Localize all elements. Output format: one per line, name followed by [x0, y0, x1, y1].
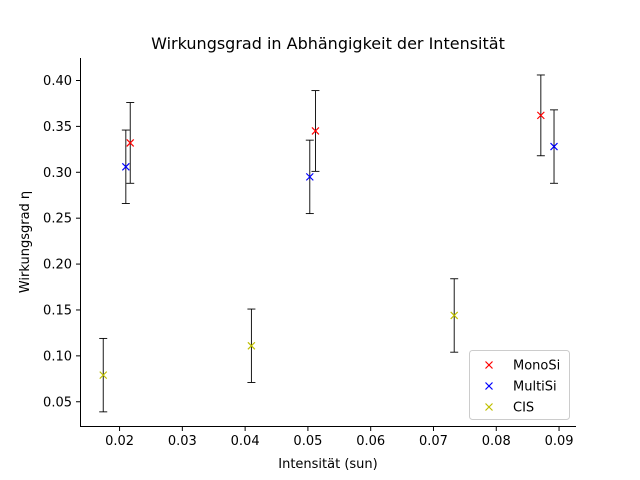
point-cis-1 — [247, 341, 256, 350]
legend-marker-monosi-stroke-b — [485, 361, 493, 369]
point-multisi-2-stroke-b — [550, 142, 558, 151]
point-multisi-2 — [550, 142, 558, 151]
legend-marker-monosi — [485, 361, 493, 369]
x-tick-label: 0.06 — [356, 434, 385, 449]
y-tick-label: 0.25 — [43, 212, 72, 227]
point-monosi-2-stroke-b — [536, 111, 545, 120]
point-monosi-0 — [126, 138, 135, 147]
x-tick-label: 0.08 — [482, 434, 511, 449]
y-tick-label: 0.10 — [43, 349, 72, 364]
point-cis-0 — [99, 371, 108, 380]
x-tick-label: 0.09 — [545, 434, 574, 449]
x-axis-title: Intensität (sun) — [278, 457, 377, 472]
x-tick-layer: 0.02 0.03 0.04 0.05 0.06 0.07 0.08 0.09 — [105, 427, 574, 449]
y-tick-label: 0.40 — [43, 74, 72, 89]
chart-title: Wirkungsgrad in Abhängigkeit der Intensi… — [151, 34, 505, 53]
point-monosi-1 — [311, 127, 320, 135]
legend-marker-multisi-stroke-b — [485, 382, 493, 390]
point-multisi-0-stroke-b — [121, 162, 130, 171]
legend-label-monosi: MonoSi — [513, 359, 560, 374]
legend-label-cis: CIS — [513, 401, 534, 416]
x-tick-label: 0.02 — [105, 434, 134, 449]
y-tick-label: 0.30 — [43, 166, 72, 181]
point-multisi-1 — [305, 172, 314, 181]
y-tick-label: 0.15 — [43, 303, 72, 318]
legend-marker-cis-stroke-b — [485, 403, 493, 411]
y-tick-label: 0.20 — [43, 258, 72, 273]
y-tick-layer: 0.05 0.10 0.15 0.20 0.25 0.30 0.35 0.40 — [43, 74, 80, 410]
point-cis-1-stroke-b — [247, 341, 256, 350]
point-multisi-1-stroke-b — [305, 172, 314, 181]
legend-frame — [469, 350, 570, 420]
point-monosi-1-stroke-b — [311, 127, 320, 135]
x-tick-label: 0.05 — [293, 434, 322, 449]
point-multisi-0 — [121, 162, 130, 171]
legend-marker-cis — [485, 403, 493, 411]
legend-marker-multisi — [485, 382, 493, 390]
legend: MonoSi MultiSi CIS — [469, 350, 570, 420]
point-cis-2 — [450, 311, 459, 320]
x-tick-label: 0.04 — [231, 434, 260, 449]
y-tick-label: 0.05 — [43, 395, 72, 410]
point-monosi-2 — [536, 111, 545, 120]
point-monosi-0-stroke-b — [126, 138, 135, 147]
x-tick-label: 0.07 — [419, 434, 448, 449]
y-axis-title: Wirkungsgrad η — [18, 191, 33, 293]
x-tick-label: 0.03 — [168, 434, 197, 449]
point-cis-2-stroke-b — [450, 311, 459, 320]
marker-layer — [99, 111, 558, 380]
legend-label-multisi: MultiSi — [513, 380, 557, 395]
point-cis-0-stroke-b — [99, 371, 108, 380]
y-tick-label: 0.35 — [43, 120, 72, 135]
